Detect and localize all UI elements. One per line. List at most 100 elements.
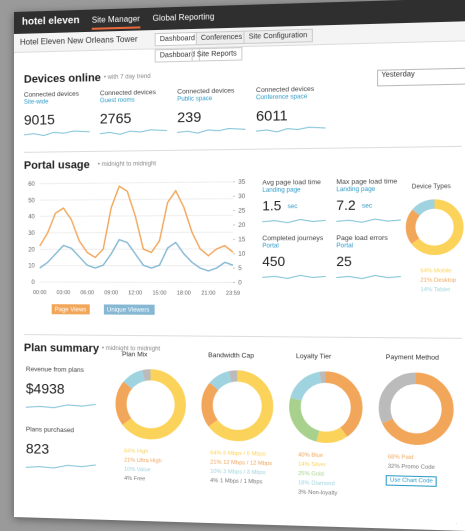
section-title: Devices online xyxy=(23,71,101,86)
donut xyxy=(198,366,277,445)
nav-tab[interactable]: Site Manager xyxy=(91,14,140,30)
metric-sub: Landing page xyxy=(336,186,376,194)
divider xyxy=(23,145,462,153)
legend-label: Page Views xyxy=(55,307,87,313)
donut-legend: 21% Desktop xyxy=(420,277,457,284)
section-note: • midnight to midnight xyxy=(97,161,157,169)
y-tick-label: 10 xyxy=(28,264,35,270)
donut-legend: 64% High xyxy=(124,448,149,456)
donut-legend: 64% 6 Mbps / 6 Mbps xyxy=(210,450,266,458)
line-chart: 0 10 20 30 40 50 60 0 5 10 15 20 25 30 35 00:00 03:00 06:… xyxy=(28,180,246,315)
trend xyxy=(336,275,400,278)
donut-legend: 21% 12 Mbps / 12 Mbps xyxy=(210,459,273,468)
dashboard: hotel eleven Site Manager Global Reporting… xyxy=(14,0,465,531)
donut xyxy=(285,367,366,447)
donut-title: Device Types xyxy=(411,183,451,191)
card-sub: Conference space xyxy=(256,94,308,102)
y2-tick-label: 30 xyxy=(238,194,246,200)
card-sub: Guest rooms xyxy=(99,97,135,105)
metric-trend xyxy=(262,272,325,280)
donut-legend: 25% Gold xyxy=(298,470,324,478)
sub-tab[interactable]: Site Reports xyxy=(191,47,242,62)
trend xyxy=(262,275,325,278)
card-label: Revenue from plans xyxy=(25,366,84,374)
trend xyxy=(177,128,245,133)
card-label: Connected devices xyxy=(23,90,80,99)
trend xyxy=(26,403,96,408)
metric-value: 7.2 xyxy=(336,197,356,214)
trend xyxy=(24,131,90,136)
site-tab[interactable]: Dashboard xyxy=(154,31,201,47)
donut-title: Loyalty Tier xyxy=(295,352,332,361)
x-tick-label: 00:00 xyxy=(33,290,47,296)
x-tick-label: 03:00 xyxy=(57,290,71,296)
card-value: $4938 xyxy=(25,380,65,397)
donut xyxy=(112,365,190,444)
trend xyxy=(100,130,167,135)
series-line xyxy=(40,239,233,271)
x-tick-label: 21:00 xyxy=(201,291,215,297)
trend-line xyxy=(26,460,96,472)
donut xyxy=(375,368,458,449)
card-label: Connected devices xyxy=(177,87,235,96)
donut-legend: 4% 1 Mbps / 1 Mbps xyxy=(210,477,263,486)
x-tick-label: 23:59 xyxy=(226,291,240,297)
grid-line xyxy=(40,182,233,184)
card-value: 239 xyxy=(177,108,202,126)
y-tick-label: 30 xyxy=(28,231,35,237)
brand: hotel eleven xyxy=(21,15,80,28)
y2-tick-label: 10 xyxy=(238,252,246,258)
action-button[interactable]: Use Chart Code xyxy=(385,475,438,487)
grid-line xyxy=(40,232,233,233)
trend xyxy=(26,463,96,469)
y2-tick-label: 0 xyxy=(238,280,242,286)
donut-legend: 21% Ultra High xyxy=(124,457,162,465)
x-tick-label: 09:00 xyxy=(104,290,118,296)
site-tab[interactable]: Site Configuration xyxy=(243,28,313,45)
donut-legend: 18% Diamond xyxy=(298,480,335,488)
donut-legend: 3% Non-loyalty xyxy=(298,489,338,497)
card-label: Connected devices xyxy=(256,85,315,95)
metric-label: Completed journeys xyxy=(262,234,324,243)
y2-tick-label: 20 xyxy=(238,223,246,229)
trend-line xyxy=(100,125,167,136)
x-tick-label: 06:00 xyxy=(80,290,94,296)
donut-legend: 40% Blue xyxy=(298,452,324,460)
legend-swatch xyxy=(51,304,90,315)
donut-title: Bandwidth Cap xyxy=(208,352,255,360)
period-select[interactable]: Yesterday xyxy=(377,67,465,87)
site-tab[interactable]: Conferences xyxy=(195,30,248,46)
y-tick-label: 0 xyxy=(31,280,35,286)
card-value: 823 xyxy=(25,440,50,457)
metric-label: Page load errors xyxy=(336,234,388,243)
trend-line xyxy=(24,127,90,138)
donut-legend: 14% Silver xyxy=(298,461,326,469)
y2-tick-label: 35 xyxy=(238,180,246,186)
card-sub: Site-wide xyxy=(23,99,49,106)
metric-trend xyxy=(336,216,400,225)
section-note: • with 7 day trend xyxy=(103,73,151,82)
metric-unit: sec xyxy=(287,203,298,211)
metric-unit: sec xyxy=(361,203,373,210)
metric-label: Max page load time xyxy=(336,178,398,187)
x-tick-label: 15:00 xyxy=(152,290,166,296)
divider xyxy=(23,334,462,339)
metric-trend xyxy=(262,216,325,225)
section-title: Plan summary xyxy=(23,342,100,355)
donut-legend: 64% Mobile xyxy=(420,268,452,275)
trend xyxy=(262,219,325,222)
legend-label: Unique Viewers xyxy=(107,307,149,313)
y2-tick-label: 15 xyxy=(238,237,246,243)
metric-value: 25 xyxy=(336,253,352,270)
y-tick-label: 60 xyxy=(28,182,35,188)
donut xyxy=(403,196,465,257)
y-tick-label: 20 xyxy=(28,247,35,253)
x-tick-label: 12:00 xyxy=(128,290,142,296)
donut-legend: 10% Value xyxy=(124,466,151,474)
nav-tab[interactable]: Global Reporting xyxy=(152,11,215,23)
x-tick-label: 18:00 xyxy=(177,290,191,296)
metric-label: Avg page load time xyxy=(262,178,321,187)
donut-title: Payment Method xyxy=(385,353,440,362)
user-icons xyxy=(425,5,462,17)
